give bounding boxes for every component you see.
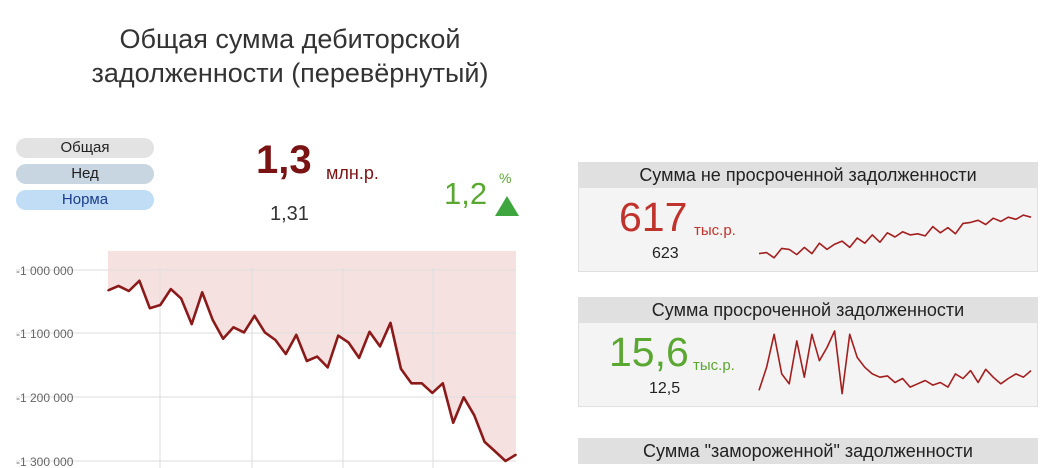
data-point (264, 331, 266, 334)
data-point (337, 334, 340, 337)
data-point (285, 353, 287, 355)
data-point (442, 382, 444, 385)
data-point (452, 422, 455, 424)
data-point (421, 382, 423, 385)
data-point (410, 382, 413, 385)
sparkline-path (758, 214, 1032, 259)
data-point (274, 339, 277, 341)
data-point (494, 450, 496, 453)
sparkline-path (758, 330, 1032, 395)
data-point (483, 441, 486, 443)
data-point (326, 366, 329, 369)
data-point (400, 367, 402, 370)
data-point (389, 322, 392, 324)
y-tick-label: -1 200 000 (16, 391, 74, 405)
filter-ned-button[interactable]: Нед (16, 164, 154, 184)
data-point (138, 280, 141, 282)
data-point (462, 396, 465, 399)
data-point (232, 326, 235, 329)
kpi-unit: млн.р. (326, 163, 379, 183)
card-unit: тыс.р. (693, 357, 735, 374)
main-area-chart: -1 000 000 -1 100 000 -1 200 000 -1 300 000 (16, 250, 517, 468)
data-point (170, 288, 172, 290)
data-point (211, 318, 214, 321)
data-point (515, 453, 517, 456)
data-point (347, 341, 350, 344)
trend-up-icon (495, 196, 519, 216)
card-value: 617 (619, 194, 688, 240)
card-header: Сумма просроченной задолженности (578, 297, 1038, 323)
card-value: 15,6 (609, 329, 689, 375)
data-point (253, 315, 256, 317)
data-point (149, 307, 151, 310)
y-tick-label: -1 300 000 (16, 455, 74, 468)
card-overdue: Сумма просроченной задолженности 15,6 ты… (578, 297, 1038, 407)
y-tick-label: -1 100 000 (16, 327, 74, 341)
data-point (243, 331, 245, 334)
card-body: 617 тыс.р. 623 (578, 188, 1038, 272)
data-point (222, 338, 224, 340)
data-point (306, 360, 308, 362)
data-point (190, 323, 193, 325)
data-point (358, 357, 360, 359)
card-unit: тыс.р. (694, 222, 736, 239)
data-point (368, 331, 371, 333)
data-point (180, 297, 182, 300)
title-line-2: задолженности (перевёрнутый) (91, 58, 489, 88)
page-title: Общая сумма дебиторской задолженности (п… (40, 22, 540, 90)
card-previous-value: 623 (652, 245, 679, 262)
data-point (431, 392, 434, 394)
data-point (473, 414, 476, 417)
kpi-delta: 1,2 (444, 176, 488, 211)
y-tick-label: -1 000 000 (16, 264, 74, 278)
area-fill (108, 250, 516, 461)
kpi-delta-unit: % (499, 170, 512, 186)
card-body: 15,6 тыс.р. 12,5 (578, 323, 1038, 407)
data-point (159, 304, 162, 306)
sparkline (758, 330, 1032, 395)
series-line (107, 279, 517, 463)
kpi-previous-value: 1,31 (270, 203, 309, 225)
card-previous-value: 12,5 (649, 380, 681, 397)
data-point (316, 355, 319, 358)
card-frozen: Сумма "замороженной" задолженности (578, 438, 1038, 464)
data-point (107, 289, 109, 292)
data-point (201, 291, 203, 294)
card-header: Сумма не просроченной задолженности (578, 162, 1038, 188)
data-point (128, 290, 130, 292)
title-line-1: Общая сумма дебиторской (119, 24, 461, 54)
filter-obshchaya-button[interactable]: Общая (16, 138, 154, 158)
data-point (295, 334, 298, 336)
kpi-value: 1,3 (256, 138, 312, 182)
sparkline (758, 214, 1032, 259)
data-point (117, 285, 120, 287)
data-point (504, 460, 507, 462)
card-header: Сумма "замороженной" задолженности (578, 438, 1038, 464)
card-not-overdue: Сумма не просроченной задолженности 617 … (578, 162, 1038, 272)
data-point (379, 345, 381, 348)
filter-norma-button[interactable]: Норма (16, 190, 154, 210)
